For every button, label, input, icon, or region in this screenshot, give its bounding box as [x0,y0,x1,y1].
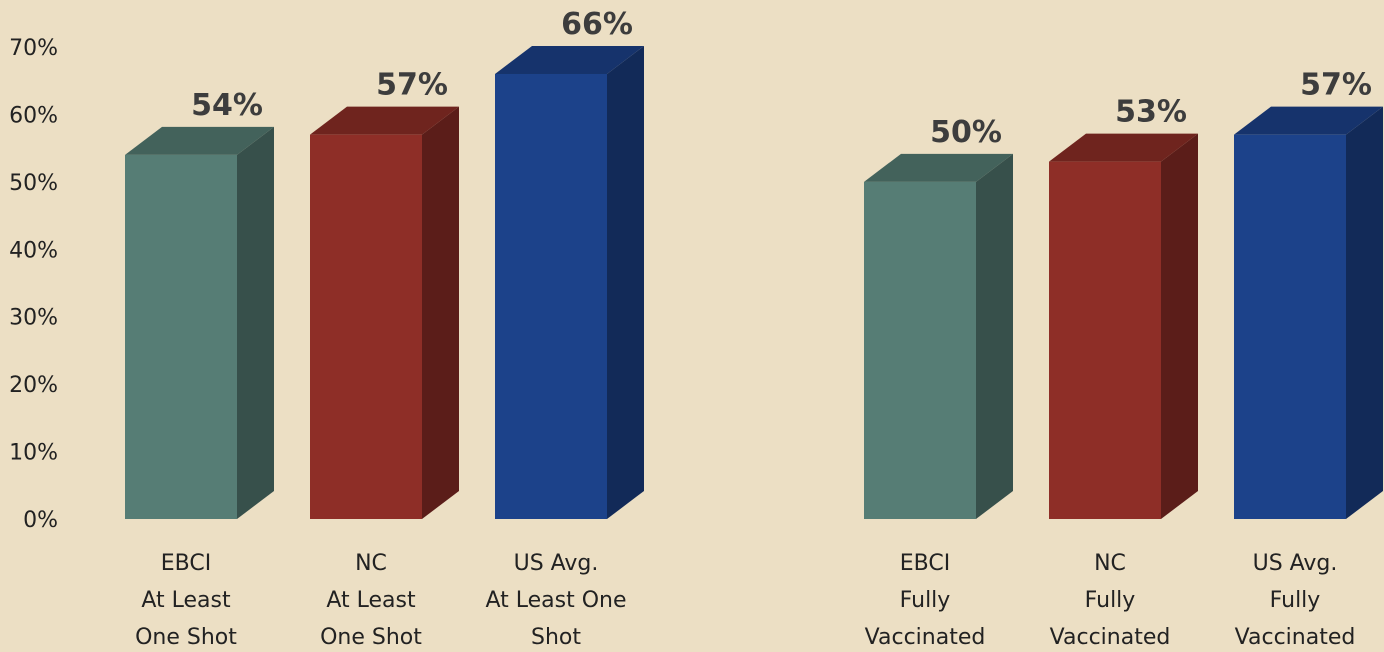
bar-top-face [1049,133,1198,162]
category-label: Vaccinated [1235,625,1356,650]
value-labels: 54% 57% 66% 50% 53% 57% [191,7,1372,150]
bar-value-label: 50% [930,115,1002,150]
y-tick-label: 10% [9,441,58,466]
bar-value-label: 53% [1115,95,1187,130]
category-label: Fully [1270,588,1321,613]
category-labels: EBCI At Least One Shot NC At Least One Shot US… [135,551,1355,650]
bar-front-face [1234,134,1346,519]
bar [1049,133,1198,519]
bar-value-label: 57% [1300,68,1372,103]
bar-front-face [864,181,976,519]
category-label: NC [1094,551,1126,576]
bar-top-face [310,106,459,135]
category-label: NC [355,551,387,576]
category-label: Vaccinated [1050,625,1171,650]
category-label: US Avg. [1253,551,1338,576]
category-label: Vaccinated [865,625,986,650]
y-tick-label: 50% [9,171,58,196]
bar [1234,106,1383,520]
category-label: At Least [326,588,416,613]
bar-side-face [237,126,274,519]
category-label: Shot [531,625,581,650]
bar-value-label: 54% [191,88,263,123]
bar-top-face [1234,106,1383,135]
category-label: One Shot [320,625,422,650]
y-tick-label: 70% [9,36,58,61]
y-tick-label: 0% [23,508,58,533]
bar [310,106,459,520]
bar-front-face [125,154,237,519]
bar [495,45,644,519]
bar-side-face [1161,133,1198,519]
y-tick-label: 30% [9,306,58,331]
category-label: EBCI [161,551,211,576]
category-label: One Shot [135,625,237,650]
y-tick-label: 20% [9,373,58,398]
bar-front-face [310,134,422,519]
bar-top-face [125,126,274,155]
y-tick-label: 60% [9,103,58,128]
category-label: Fully [900,588,951,613]
category-label: US Avg. [514,551,599,576]
bar [125,126,274,519]
bar-side-face [1346,106,1383,520]
category-label: EBCI [900,551,950,576]
bar-top-face [495,45,644,74]
bar-top-face [864,153,1013,182]
category-label: At Least [141,588,231,613]
bar-front-face [495,73,607,519]
bar-front-face [1049,161,1161,519]
bar-side-face [607,45,644,519]
y-tick-label: 40% [9,238,58,263]
bar-side-face [422,106,459,520]
y-axis: 0% 10% 20% 30% 40% 50% 60% 70% [9,36,58,533]
category-label: At Least One [485,588,626,613]
bar-side-face [976,153,1013,519]
bars [125,45,1383,520]
bar [864,153,1013,519]
category-label: Fully [1085,588,1136,613]
bar-value-label: 57% [376,68,448,103]
bar-value-label: 66% [561,7,633,42]
